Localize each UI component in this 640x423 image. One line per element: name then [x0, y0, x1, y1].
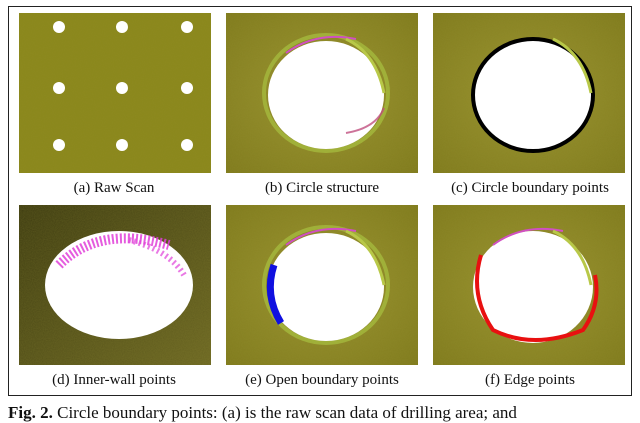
figure-frame: (a) Raw Scan (b) Circle structure (c) Ci…: [8, 6, 632, 396]
panel-raw-scan: [19, 13, 211, 173]
caption-e: (e) Open boundary points: [245, 372, 399, 388]
panel-inner-wall: [19, 205, 211, 365]
panel-open-boundary: [226, 205, 418, 365]
figure-label: Fig. 2.: [8, 403, 53, 422]
panel-circle-structure: [226, 13, 418, 173]
figure-caption: Fig. 2. Circle boundary points: (a) is t…: [8, 403, 640, 423]
caption-c: (c) Circle boundary points: [451, 180, 609, 196]
raw-scan-image: [19, 13, 211, 173]
circle-structure-image: [226, 13, 418, 173]
panel-circle-boundary: [433, 13, 625, 173]
circle-boundary-image: [433, 13, 625, 173]
panel-edge-points: [433, 205, 625, 365]
caption-b: (b) Circle structure: [264, 180, 380, 196]
open-boundary-image: [226, 205, 418, 365]
caption-a: (a) Raw Scan: [73, 180, 155, 196]
inner-wall-image: [19, 205, 211, 365]
figure-caption-text: Circle boundary points: (a) is the raw s…: [57, 403, 517, 422]
edge-points-image: [433, 205, 625, 365]
caption-f: (f) Edge points: [485, 372, 575, 388]
caption-d: (d) Inner-wall points: [52, 372, 176, 388]
